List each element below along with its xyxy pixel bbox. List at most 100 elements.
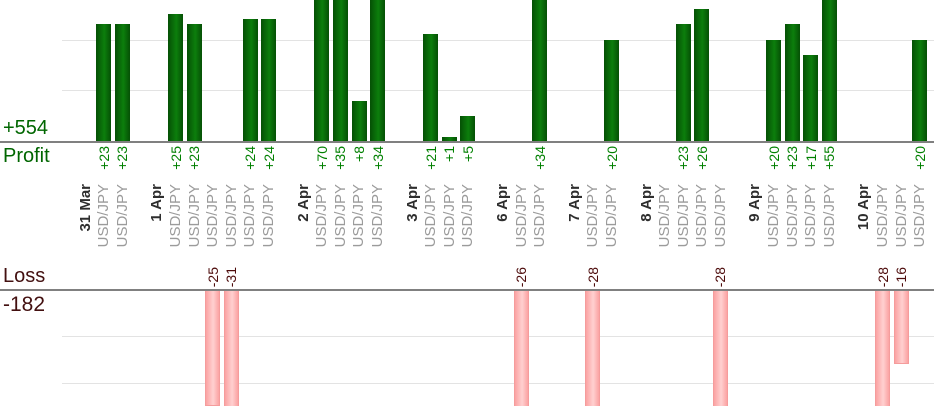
date-label: 9 Apr xyxy=(746,184,764,222)
profit-value-label: +23 xyxy=(95,146,112,170)
profit-bar xyxy=(460,116,476,142)
axis-label-area: 7 Apr xyxy=(565,184,584,290)
symbol-label: USD/JPY xyxy=(167,184,185,248)
axis-label-area: USD/JPY xyxy=(440,184,459,290)
loss-bar xyxy=(585,290,601,406)
symbol-label: USD/JPY xyxy=(459,184,477,248)
profit-label-area: +24 xyxy=(259,142,278,184)
gridline-profit-20 xyxy=(62,40,934,41)
trade-column: +24 USD/JPY xyxy=(241,0,260,406)
loss-value-label: -26 xyxy=(513,266,530,287)
profit-bar-area xyxy=(204,0,223,142)
date-column: 6 Apr xyxy=(493,0,512,406)
axis-label-area: USD/JPY -28 xyxy=(711,184,730,290)
profit-bar-area xyxy=(820,0,839,142)
profit-bar-area xyxy=(294,0,313,142)
profit-label-area: +34 xyxy=(530,142,549,184)
loss-bar-area xyxy=(911,290,930,406)
loss-bar-area xyxy=(655,290,674,406)
profit-label-area: +23 xyxy=(95,142,114,184)
date-group: 2 Apr +70 USD/JPY +35 USD/JPY +8 USD/JPY +34 USD… xyxy=(294,0,387,406)
symbol-label: USD/JPY xyxy=(820,184,838,248)
loss-bar-area xyxy=(746,290,765,406)
profit-bar-area xyxy=(711,0,730,142)
date-label: 31 Mar xyxy=(76,184,94,232)
loss-bar-area xyxy=(493,290,512,406)
symbol-label: USD/JPY xyxy=(892,184,910,248)
loss-bar xyxy=(893,290,909,365)
loss-bar-area xyxy=(294,290,313,406)
axis-label-area: USD/JPY -31 xyxy=(222,184,241,290)
profit-value-label: +5 xyxy=(459,146,476,162)
profit-bar-area xyxy=(674,0,693,142)
profit-bar xyxy=(261,19,277,142)
profit-bar-area xyxy=(655,0,674,142)
axis-label-area: USD/JPY xyxy=(783,184,802,290)
profit-bar xyxy=(912,39,928,142)
loss-bar-area xyxy=(185,290,204,406)
symbol-label: USD/JPY xyxy=(222,184,240,248)
profit-value-label: +20 xyxy=(911,146,928,170)
profit-bar-area xyxy=(185,0,204,142)
axis-label-area: 6 Apr xyxy=(493,184,512,290)
trade-column: USD/JPY xyxy=(655,0,674,406)
date-column: 10 Apr xyxy=(855,0,874,406)
profit-value-label: +23 xyxy=(675,146,692,170)
axis-label-area: USD/JPY xyxy=(350,184,369,290)
profit-value-label: +55 xyxy=(821,146,838,170)
loss-bar-area xyxy=(783,290,802,406)
trade-column: +23 USD/JPY xyxy=(95,0,114,406)
symbol-label: USD/JPY xyxy=(584,184,602,248)
axis-label-area: USD/JPY xyxy=(422,184,441,290)
trade-column: +34 USD/JPY xyxy=(530,0,549,406)
chart-columns: 31 Mar +23 USD/JPY +23 USD/JPY 1 Apr +25 USD/JP… xyxy=(76,0,929,406)
profit-bar-area xyxy=(148,0,167,142)
date-group: 6 Apr USD/JPY -26 +34 USD/JPY xyxy=(493,0,549,406)
loss-bar-area xyxy=(459,290,478,406)
profit-bar-area xyxy=(459,0,478,142)
symbol-label: USD/JPY xyxy=(802,184,820,248)
profit-value-label: +24 xyxy=(260,146,277,170)
axis-label-area: USD/JPY xyxy=(764,184,783,290)
axis-label-area: 31 Mar xyxy=(76,184,95,290)
profit-bar-area xyxy=(584,0,603,142)
profit-bar-area xyxy=(637,0,656,142)
profit-bar-area xyxy=(565,0,584,142)
profit-bar xyxy=(532,0,548,142)
profit-bar-area xyxy=(602,0,621,142)
loss-bar-area xyxy=(674,290,693,406)
date-group: 9 Apr +20 USD/JPY +23 USD/JPY +17 USD/JPY +55 US… xyxy=(746,0,839,406)
axis-label-area: USD/JPY -25 xyxy=(204,184,223,290)
axis-label-area: USD/JPY xyxy=(259,184,278,290)
profit-label-area: +23 xyxy=(783,142,802,184)
trade-column: +34 USD/JPY xyxy=(368,0,387,406)
axis-label-area: 8 Apr xyxy=(637,184,656,290)
symbol-label: USD/JPY xyxy=(422,184,440,248)
symbol-label: USD/JPY xyxy=(331,184,349,248)
trade-column: +5 USD/JPY xyxy=(459,0,478,406)
profit-bar-area xyxy=(313,0,332,142)
profit-bar xyxy=(351,101,367,142)
profit-bar-area xyxy=(422,0,441,142)
date-label: 7 Apr xyxy=(565,184,583,222)
profit-bar xyxy=(186,24,202,142)
loss-bar-area xyxy=(693,290,712,406)
profit-label-area xyxy=(655,142,674,184)
loss-value-label: -28 xyxy=(874,266,891,287)
axis-label-area: USD/JPY xyxy=(185,184,204,290)
profit-bar-area xyxy=(693,0,712,142)
profit-bar xyxy=(314,0,330,142)
profit-bar-area xyxy=(855,0,874,142)
trade-column: USD/JPY -28 xyxy=(584,0,603,406)
profit-bar xyxy=(96,24,112,142)
axis-label-area: USD/JPY xyxy=(95,184,114,290)
symbol-label: USD/JPY xyxy=(783,184,801,248)
axis-label-area: USD/JPY xyxy=(530,184,549,290)
symbol-label: USD/JPY xyxy=(241,184,259,248)
loss-bar-area xyxy=(512,290,531,406)
date-column: 8 Apr xyxy=(637,0,656,406)
axis-label-area: USD/JPY xyxy=(241,184,260,290)
profit-label-area: +17 xyxy=(802,142,821,184)
loss-total-label: -182 xyxy=(3,293,46,316)
